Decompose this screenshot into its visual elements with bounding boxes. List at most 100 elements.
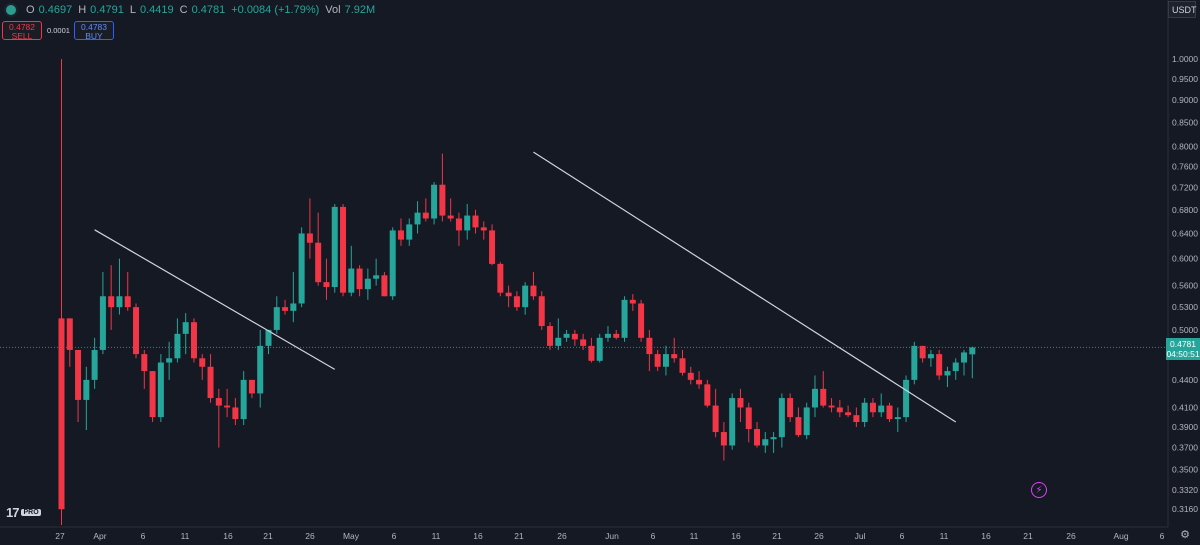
- candle-body: [356, 268, 363, 290]
- high-value: 0.4791: [90, 4, 124, 16]
- candle-body: [555, 337, 562, 346]
- price-tick-label: 0.7600: [1172, 161, 1198, 171]
- candle-body: [340, 206, 347, 293]
- time-tick-label: 16: [223, 531, 233, 541]
- candle-body: [364, 278, 371, 290]
- candle-body: [828, 405, 835, 408]
- candle-body: [480, 227, 487, 231]
- candle-body: [712, 405, 719, 433]
- candle-body: [787, 398, 794, 418]
- candle-body: [861, 402, 868, 423]
- candle-body: [803, 407, 810, 436]
- price-tick-label: 0.6000: [1172, 254, 1198, 264]
- candle-body: [455, 218, 462, 231]
- candle-body: [679, 358, 686, 373]
- candle-body: [886, 405, 893, 420]
- candle-body: [571, 333, 578, 340]
- time-tick-label: May: [343, 531, 360, 541]
- buy-button[interactable]: 0.4783 BUY: [74, 21, 114, 41]
- candle-body: [770, 437, 777, 440]
- time-tick-label: Aug: [1113, 531, 1128, 541]
- price-tick-label: 0.5000: [1172, 325, 1198, 335]
- price-tick-label: 0.3160: [1172, 504, 1198, 514]
- price-tick-label: 0.3320: [1172, 485, 1198, 495]
- price-tick-label: 0.5300: [1172, 302, 1198, 312]
- trendline: [533, 151, 957, 423]
- candle-body: [381, 275, 388, 297]
- time-tick-label: 6: [900, 531, 905, 541]
- candle-body: [58, 318, 65, 510]
- candle-body: [116, 296, 123, 308]
- candle-body: [248, 379, 255, 394]
- candle-body: [422, 212, 429, 219]
- sell-button[interactable]: 0.4782 SELL: [2, 21, 42, 41]
- candle-body: [431, 184, 438, 219]
- candle-body: [944, 371, 951, 376]
- open-value: 0.4697: [38, 4, 73, 16]
- candle-body: [903, 379, 910, 418]
- change-value: +0.0084 (+1.79%): [231, 4, 320, 16]
- currency-selector[interactable]: USDT: [1168, 1, 1197, 18]
- time-tick-label: 11: [181, 531, 190, 541]
- spread-value: 0.0001: [47, 26, 70, 35]
- low-label: L: [129, 4, 136, 16]
- time-tick-label: 26: [557, 531, 567, 541]
- candle-body: [207, 366, 214, 399]
- price-tick-label: 0.8000: [1172, 141, 1198, 151]
- candle-body: [513, 296, 520, 308]
- candle-body: [853, 415, 860, 423]
- candle-body: [464, 215, 471, 231]
- time-tick-label: 6: [651, 531, 656, 541]
- sell-label: SELL: [11, 31, 33, 41]
- lightning-icon[interactable]: ⚡: [1031, 482, 1047, 498]
- time-tick-label: 21: [772, 531, 782, 541]
- candle-body: [290, 303, 297, 311]
- time-tick-label: Jun: [605, 531, 619, 541]
- candle-body: [323, 282, 330, 288]
- candle-body: [190, 322, 197, 359]
- candle-body: [224, 405, 231, 408]
- candle-body: [869, 402, 876, 413]
- candle-body: [737, 398, 744, 408]
- tradingview-logo[interactable]: 17 PRO: [6, 505, 41, 520]
- price-tick-label: 0.3900: [1172, 422, 1198, 432]
- time-tick-label: 11: [940, 531, 949, 541]
- candle-body: [778, 398, 785, 438]
- candle-body: [795, 417, 802, 436]
- candle-body: [811, 388, 818, 408]
- price-tick-label: 0.8500: [1172, 118, 1198, 128]
- candle-body: [91, 349, 98, 380]
- candle-body: [182, 322, 189, 334]
- candle-body: [621, 299, 628, 338]
- sell-price: 0.4782: [9, 22, 35, 32]
- time-tick-label: 27: [55, 531, 65, 541]
- candle-body: [638, 303, 645, 338]
- eye-icon[interactable]: [6, 5, 16, 15]
- candle-body: [927, 354, 934, 359]
- price-tick-label: 0.5600: [1172, 281, 1198, 291]
- candle-body: [629, 299, 636, 304]
- buy-label: BUY: [85, 31, 103, 41]
- open-label: O: [26, 4, 35, 16]
- time-tick-label: 11: [432, 531, 441, 541]
- candle-body: [397, 230, 404, 240]
- candle-body: [141, 354, 148, 372]
- price-tick-label: 0.7200: [1172, 182, 1198, 192]
- candle-body: [166, 358, 173, 363]
- price-tick-label: 0.6800: [1172, 205, 1198, 215]
- time-tick-label: 26: [814, 531, 824, 541]
- candle-body: [133, 307, 140, 355]
- candle-body: [232, 407, 239, 420]
- candle-body: [273, 307, 280, 330]
- candle-body: [331, 206, 338, 288]
- candle-body: [124, 296, 131, 308]
- buy-price: 0.4783: [81, 22, 107, 32]
- candle-body: [439, 184, 446, 216]
- volume-label: Vol: [325, 4, 341, 16]
- volume-value: 7.92M: [344, 4, 376, 16]
- gear-icon[interactable]: ⚙: [1180, 529, 1190, 541]
- candle-body: [729, 398, 736, 446]
- candle-body: [530, 285, 537, 297]
- candle-body: [414, 212, 421, 225]
